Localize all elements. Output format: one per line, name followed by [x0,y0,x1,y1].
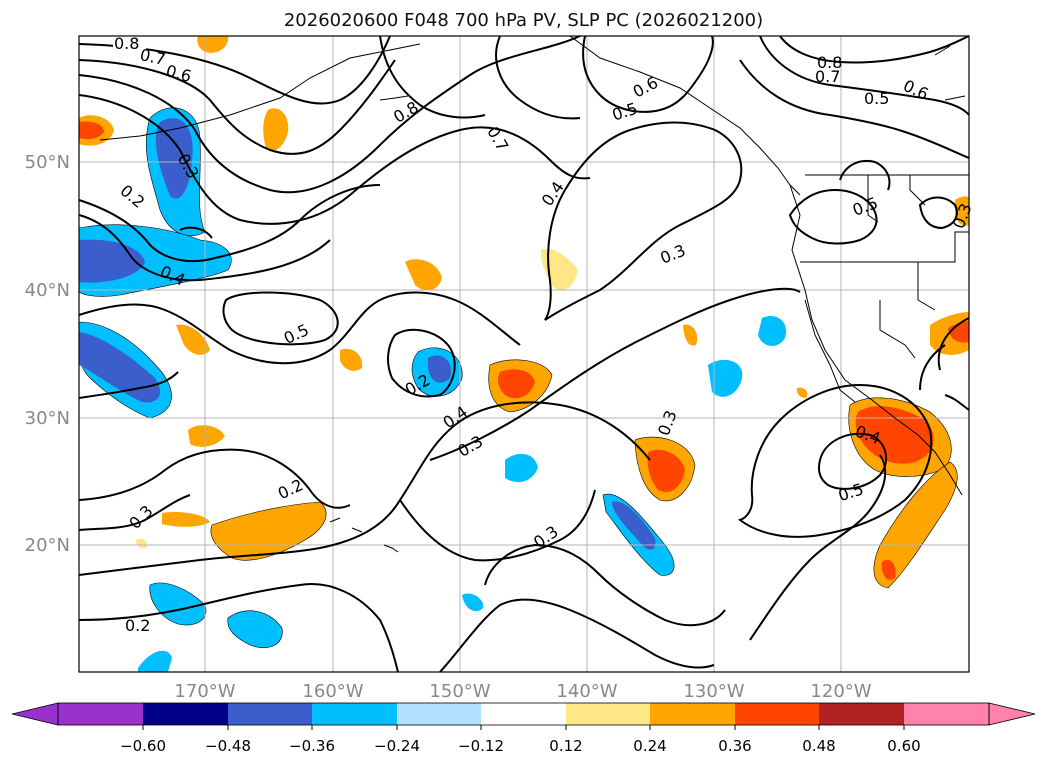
contour-label: 0.8 [817,53,842,72]
lon-label: 140°W [556,681,617,702]
colorbar-segment [397,703,481,725]
colorbar-extend-left [11,702,59,726]
lon-label: 150°W [429,681,490,702]
colorbar-segment [650,703,735,725]
colorbar-segment [228,703,312,725]
colorbar-segment [58,703,143,725]
pv-negative-shading [78,107,786,672]
colorbar-extend-right [988,702,1036,726]
colorbar-tick-label: 0.60 [887,737,920,755]
lat-label: 50°N [25,152,70,173]
lon-label: 130°W [683,681,744,702]
contour-label: 0.2 [125,616,150,635]
gridlines [79,36,969,672]
lon-label: 120°W [810,681,871,702]
colorbar-segment [143,703,228,725]
lat-label: 30°N [25,408,70,429]
colorbar-tick-label: 0.36 [718,737,751,755]
contour-label: 0.8 [114,34,139,53]
coastlines [99,35,969,553]
colorbar-tick-label: −0.12 [458,737,504,755]
contour-label: 0.5 [864,89,889,108]
lat-label: 40°N [25,280,70,301]
colorbar-segment [735,703,819,725]
map-title: 2026020600 F048 700 hPa PV, SLP PC (2026… [283,10,764,31]
slp-contours [78,35,970,673]
colorbar-segment [566,703,650,725]
contour-label: 0.7 [815,67,840,86]
colorbar-segment [819,703,904,725]
lon-label: 170°W [174,681,235,702]
colorbar-segment [904,703,989,725]
contour-label: 0.7 [138,45,167,69]
colorbar-tick-label: −0.48 [205,737,251,755]
longitude-labels: 170°W 160°W 150°W 140°W 130°W 120°W [174,681,871,702]
lat-label: 20°N [25,535,70,556]
colorbar-tick-label: 0.12 [549,737,582,755]
colorbar-tick-label: 0.24 [633,737,666,755]
pv-positive-shading [79,36,969,589]
colorbar-tick-label: −0.60 [120,737,166,755]
map-frame [78,35,970,673]
latitude-labels: 50°N 40°N 30°N 20°N [25,152,70,556]
colorbar: −0.60 −0.48 −0.36 −0.24 −0.12 0.12 0.24 … [11,702,1036,755]
colorbar-tick-label: 0.48 [802,737,835,755]
map-panel: 0.8 0.7 0.6 0.3 0.2 0.4 0.5 0.8 0.7 0.6 … [78,34,976,673]
colorbar-segment [312,703,397,725]
colorbar-segment [481,703,566,725]
colorbar-tick-label: −0.36 [289,737,335,755]
colorbar-tick-label: −0.24 [374,737,420,755]
lon-label: 160°W [302,681,363,702]
